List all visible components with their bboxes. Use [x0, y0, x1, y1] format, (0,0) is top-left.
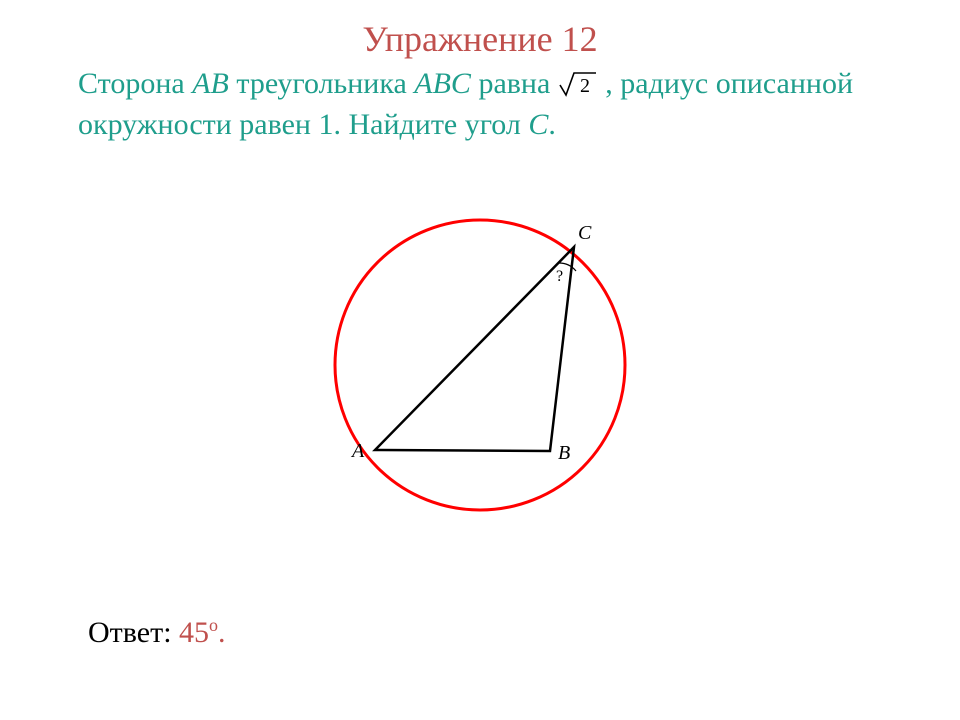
radicand: 2 [580, 75, 590, 97]
sqrt-svg: 2 [558, 69, 598, 97]
answer-label: Ответ: [88, 616, 179, 649]
angle-c-ref: C [528, 108, 548, 141]
answer-value: 45 [179, 616, 209, 649]
problem-text-2: треугольника [229, 67, 414, 100]
exercise-title: Упражнение 12 [0, 18, 960, 60]
geometry-figure: ? A B C [320, 195, 640, 535]
triangle-abc: ABC [414, 67, 471, 100]
vertex-label-a: A [350, 440, 365, 462]
vertex-label-b: B [558, 442, 570, 464]
problem-statement: Сторона AB треугольника ABC равна 2 , ра… [78, 64, 888, 145]
problem-text-3: равна [471, 67, 558, 100]
circumscribed-circle [335, 220, 625, 510]
figure-svg: ? A B C [320, 195, 640, 535]
radical-sign [560, 73, 596, 95]
problem-text-1: Сторона [78, 67, 192, 100]
problem-period: . [548, 108, 556, 141]
slide: Упражнение 12 Сторона AB треугольника AB… [0, 0, 960, 720]
sqrt-expression: 2 [558, 68, 598, 96]
answer-line: Ответ: 45о. [88, 615, 226, 650]
title-text: Упражнение 12 [362, 19, 597, 59]
answer-period: . [218, 616, 226, 649]
angle-question-mark: ? [556, 268, 563, 285]
side-ab: AB [192, 67, 229, 100]
triangle-abc-shape [375, 247, 574, 451]
vertex-label-c: C [578, 222, 592, 244]
answer-degree: о [209, 615, 218, 635]
